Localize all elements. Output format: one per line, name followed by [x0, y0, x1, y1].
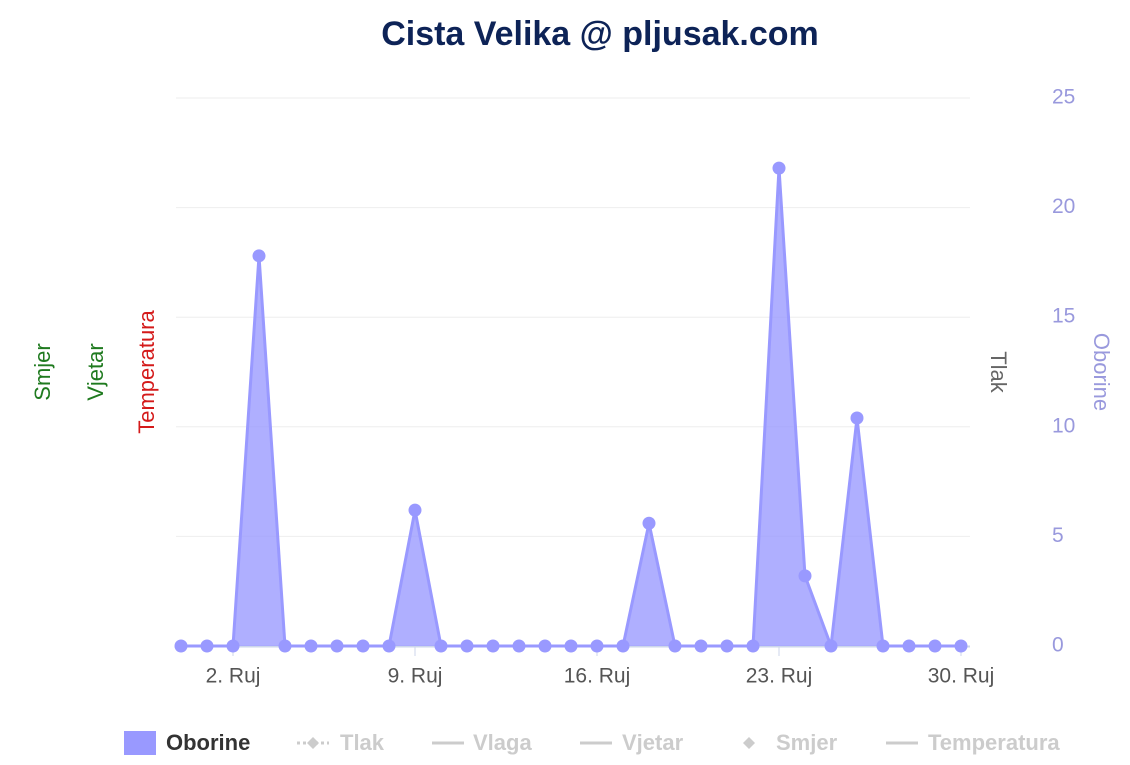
- data-point: [356, 639, 370, 653]
- data-point: [226, 639, 240, 653]
- legend-label[interactable]: Temperatura: [928, 730, 1060, 755]
- data-point: [200, 639, 214, 653]
- legend-label[interactable]: Vlaga: [473, 730, 532, 755]
- data-point: [304, 639, 318, 653]
- y-tick-label: 10: [1052, 414, 1075, 437]
- data-point: [512, 639, 526, 653]
- data-point: [590, 639, 604, 653]
- data-point: [616, 639, 630, 653]
- data-point: [486, 639, 500, 653]
- chart-title: Cista Velika @ pljusak.com: [381, 15, 819, 53]
- x-tick-label: 9. Ruj: [388, 665, 443, 688]
- data-point: [538, 639, 552, 653]
- y-tick-label: 15: [1052, 305, 1075, 328]
- data-point: [850, 411, 864, 425]
- y-axis-title: Oborine: [1089, 333, 1114, 411]
- data-point: [876, 639, 890, 653]
- axis-title: Smjer: [30, 343, 55, 400]
- y-tick-label: 25: [1052, 86, 1075, 109]
- axis-title: Temperatura: [134, 309, 159, 433]
- data-point: [434, 639, 448, 653]
- data-point: [668, 639, 682, 653]
- x-tick-label: 2. Ruj: [206, 665, 261, 688]
- data-point: [928, 639, 942, 653]
- y-tick-label: 5: [1052, 524, 1064, 547]
- data-point: [798, 569, 812, 583]
- legend-symbol: [307, 737, 319, 749]
- data-point: [694, 639, 708, 653]
- data-point: [330, 639, 344, 653]
- legend-symbol: [124, 731, 156, 755]
- legend-label[interactable]: Tlak: [340, 730, 385, 755]
- data-point: [174, 639, 188, 653]
- legend-label[interactable]: Oborine: [166, 730, 250, 755]
- y-tick-label: 0: [1052, 634, 1064, 657]
- data-point: [252, 249, 266, 263]
- legend-label[interactable]: Smjer: [776, 730, 838, 755]
- data-point: [408, 503, 422, 517]
- data-point: [642, 516, 656, 530]
- x-tick-label: 23. Ruj: [746, 665, 813, 688]
- y-tick-label: 20: [1052, 195, 1075, 218]
- data-point: [460, 639, 474, 653]
- x-tick-label: 30. Ruj: [928, 665, 995, 688]
- legend-symbol: [743, 737, 755, 749]
- axis-title: Tlak: [986, 351, 1011, 394]
- data-point: [278, 639, 292, 653]
- legend-label[interactable]: Vjetar: [622, 730, 684, 755]
- data-point: [954, 639, 968, 653]
- data-point: [720, 639, 734, 653]
- data-point: [902, 639, 916, 653]
- data-point: [382, 639, 396, 653]
- data-point: [564, 639, 578, 653]
- data-point: [824, 639, 838, 653]
- data-point: [772, 161, 786, 175]
- axis-title: Vjetar: [83, 343, 108, 400]
- data-point: [746, 639, 760, 653]
- x-tick-label: 16. Ruj: [564, 665, 631, 688]
- area-fill: [181, 168, 961, 647]
